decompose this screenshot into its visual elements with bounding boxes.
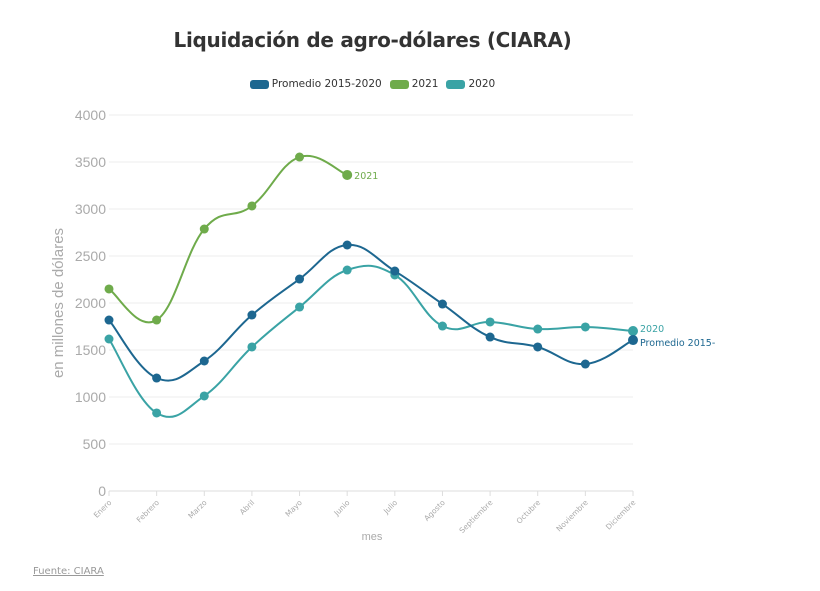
- data-point-2020-mayo: [295, 302, 305, 312]
- data-point-2020-noviembre: [580, 322, 590, 332]
- legend-swatch: [249, 79, 269, 89]
- legend-label: Promedio 2015-2020: [271, 78, 382, 90]
- data-point-2020-enero: [104, 334, 114, 344]
- data-point-promedio-2015-2020-diciembre: [628, 335, 638, 346]
- data-point-2021-abril: [247, 201, 257, 211]
- legend-label: 2020: [468, 78, 496, 90]
- data-point-2020-agosto: [437, 321, 447, 331]
- x-tick-label-enero: Enero: [92, 498, 114, 520]
- data-point-2021-enero: [104, 284, 114, 294]
- x-tick-label-septiembre: Septiembre: [457, 498, 494, 535]
- data-point-promedio-2015-2020-mayo: [295, 274, 305, 284]
- data-point-promedio-2015-2020-enero: [104, 315, 114, 325]
- legend-item-2020[interactable]: 2020: [446, 78, 495, 90]
- y-tick-label: 1000: [75, 389, 106, 405]
- data-point-2021-marzo: [199, 224, 209, 234]
- x-axis-title: mes: [362, 531, 383, 543]
- y-tick-label: 500: [83, 436, 107, 452]
- y-tick-label: 0: [98, 483, 106, 499]
- data-point-2020-junio: [342, 265, 352, 275]
- x-tick-label-noviembre: Noviembre: [554, 498, 590, 534]
- chart-title: Liquidación de agro-dólares (CIARA): [173, 28, 572, 52]
- y-tick-label: 4000: [75, 107, 106, 123]
- data-point-2020-febrero: [152, 408, 162, 418]
- end-label-promedio-2015-2020: Promedio 2015-: [640, 338, 715, 349]
- data-point-promedio-2015-2020-octubre: [533, 342, 543, 352]
- y-tick-label: 2500: [75, 248, 106, 264]
- data-point-promedio-2015-2020-abril: [247, 310, 257, 320]
- data-point-2021-febrero: [152, 315, 162, 325]
- data-point-promedio-2015-2020-febrero: [152, 373, 162, 383]
- legend-swatch: [389, 79, 409, 89]
- data-point-2020-marzo: [199, 391, 209, 401]
- y-axis-title: en millones de dólares: [50, 228, 67, 378]
- x-tick-label-octubre: Octubre: [515, 498, 543, 526]
- x-tick-label-agosto: Agosto: [422, 498, 447, 523]
- x-tick-label-febrero: Febrero: [135, 498, 162, 525]
- x-tick-label-abril: Abril: [238, 498, 256, 516]
- x-tick-label-junio: Junio: [332, 498, 352, 518]
- data-point-promedio-2015-2020-marzo: [199, 356, 209, 366]
- end-label-2021: 2021: [354, 171, 378, 182]
- data-point-2020-octubre: [533, 324, 543, 334]
- y-tick-label: 2000: [75, 295, 106, 311]
- data-point-promedio-2015-2020-noviembre: [580, 359, 590, 369]
- source-link[interactable]: Fuente: CIARA: [33, 566, 104, 577]
- data-point-promedio-2015-2020-septiembre: [485, 332, 495, 342]
- y-tick-label: 1500: [75, 342, 106, 358]
- legend-item-promedio-2015-2020[interactable]: Promedio 2015-2020: [249, 78, 382, 90]
- data-point-2021-junio: [342, 169, 353, 180]
- data-point-2020-septiembre: [485, 317, 495, 327]
- data-point-2021-mayo: [295, 152, 305, 162]
- legend-item-2021[interactable]: 2021: [389, 78, 439, 90]
- x-tick-label-mayo: Mayo: [283, 498, 304, 519]
- data-point-promedio-2015-2020-julio: [390, 266, 400, 276]
- x-tick-label-marzo: Marzo: [186, 498, 209, 521]
- legend: Promedio 2015-2020 2021 2020: [0, 78, 745, 90]
- y-tick-label: 3000: [75, 201, 106, 217]
- legend-label: 2021: [411, 78, 439, 90]
- end-label-2020: 2020: [640, 324, 664, 335]
- series-line-2020: [108, 264, 634, 418]
- x-tick-label-julio: Julio: [381, 498, 399, 516]
- x-tick-label-diciembre: Diciembre: [604, 498, 638, 532]
- data-point-2020-abril: [247, 342, 257, 352]
- data-point-promedio-2015-2020-agosto: [437, 299, 447, 309]
- legend-swatch: [446, 79, 466, 89]
- data-point-2020-diciembre: [628, 326, 638, 337]
- data-point-promedio-2015-2020-junio: [342, 240, 352, 250]
- y-tick-label: 3500: [75, 154, 106, 170]
